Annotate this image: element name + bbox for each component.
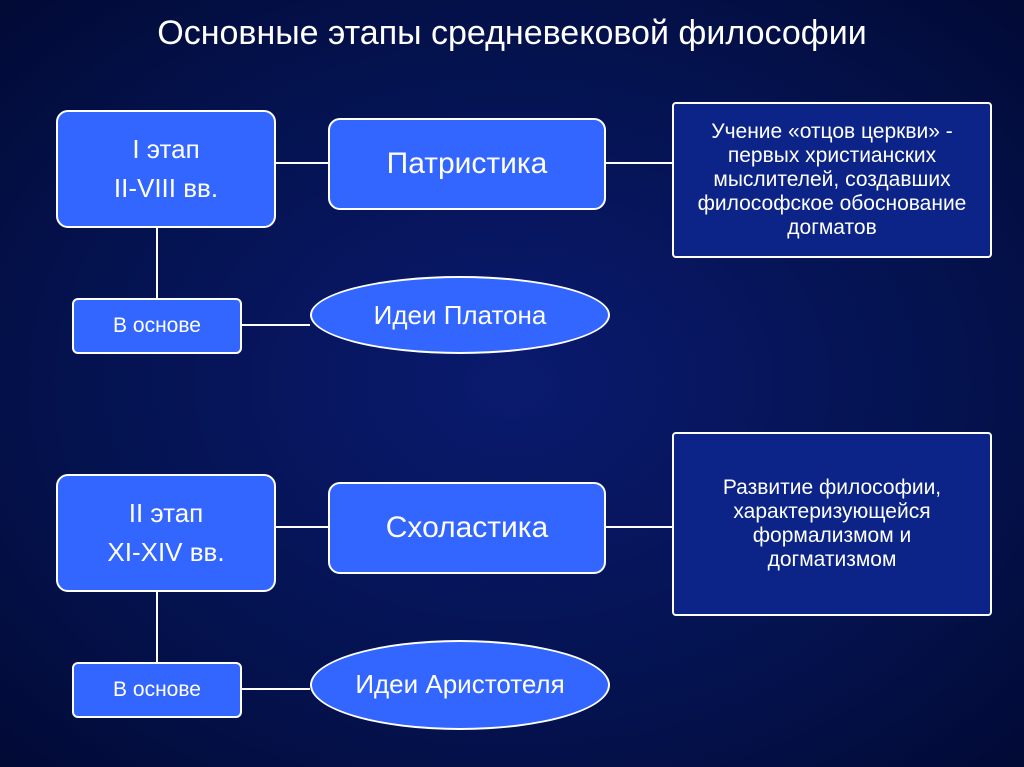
stage2-line2: XI-XIV вв. [107, 533, 224, 572]
connector [156, 228, 158, 298]
connector [276, 162, 328, 164]
stage1-basis-label-text: В основе [113, 314, 201, 338]
stage2-desc-text: Развитие философии, характеризующейся фо… [688, 476, 976, 572]
stage1-basis-label: В основе [72, 298, 242, 354]
stage2-basis-value: Идеи Аристотеля [310, 640, 610, 730]
stage1-line1: I этап [132, 130, 199, 169]
stage1-desc: Учение «отцов церкви» - первых христианс… [672, 102, 992, 258]
connector [242, 688, 310, 690]
stage1-line2: II-VIII вв. [114, 169, 218, 208]
connector [156, 592, 158, 662]
connector [276, 526, 328, 528]
stage1-name: Патристика [328, 118, 606, 210]
stage1-desc-text: Учение «отцов церкви» - первых христианс… [688, 120, 976, 240]
stage2-basis-label: В основе [72, 662, 242, 718]
stage2-name-text: Схоластика [386, 511, 549, 545]
connector [606, 162, 672, 164]
stage1-basis-value: Идеи Платона [310, 276, 610, 354]
connector [606, 526, 672, 528]
stage2-desc: Развитие философии, характеризующейся фо… [672, 432, 992, 616]
stage2-name: Схоластика [328, 482, 606, 574]
connector [242, 324, 310, 326]
stage2-basis-value-text: Идеи Аристотеля [355, 670, 564, 700]
stage2-box: II этап XI-XIV вв. [56, 474, 276, 592]
stage2-line1: II этап [129, 494, 204, 533]
stage2-basis-label-text: В основе [113, 678, 201, 702]
stage1-basis-value-text: Идеи Платона [374, 300, 547, 331]
page-title: Основные этапы средневековой философии [0, 0, 1024, 55]
stage1-box: I этап II-VIII вв. [56, 110, 276, 228]
stage1-name-text: Патристика [387, 147, 548, 181]
